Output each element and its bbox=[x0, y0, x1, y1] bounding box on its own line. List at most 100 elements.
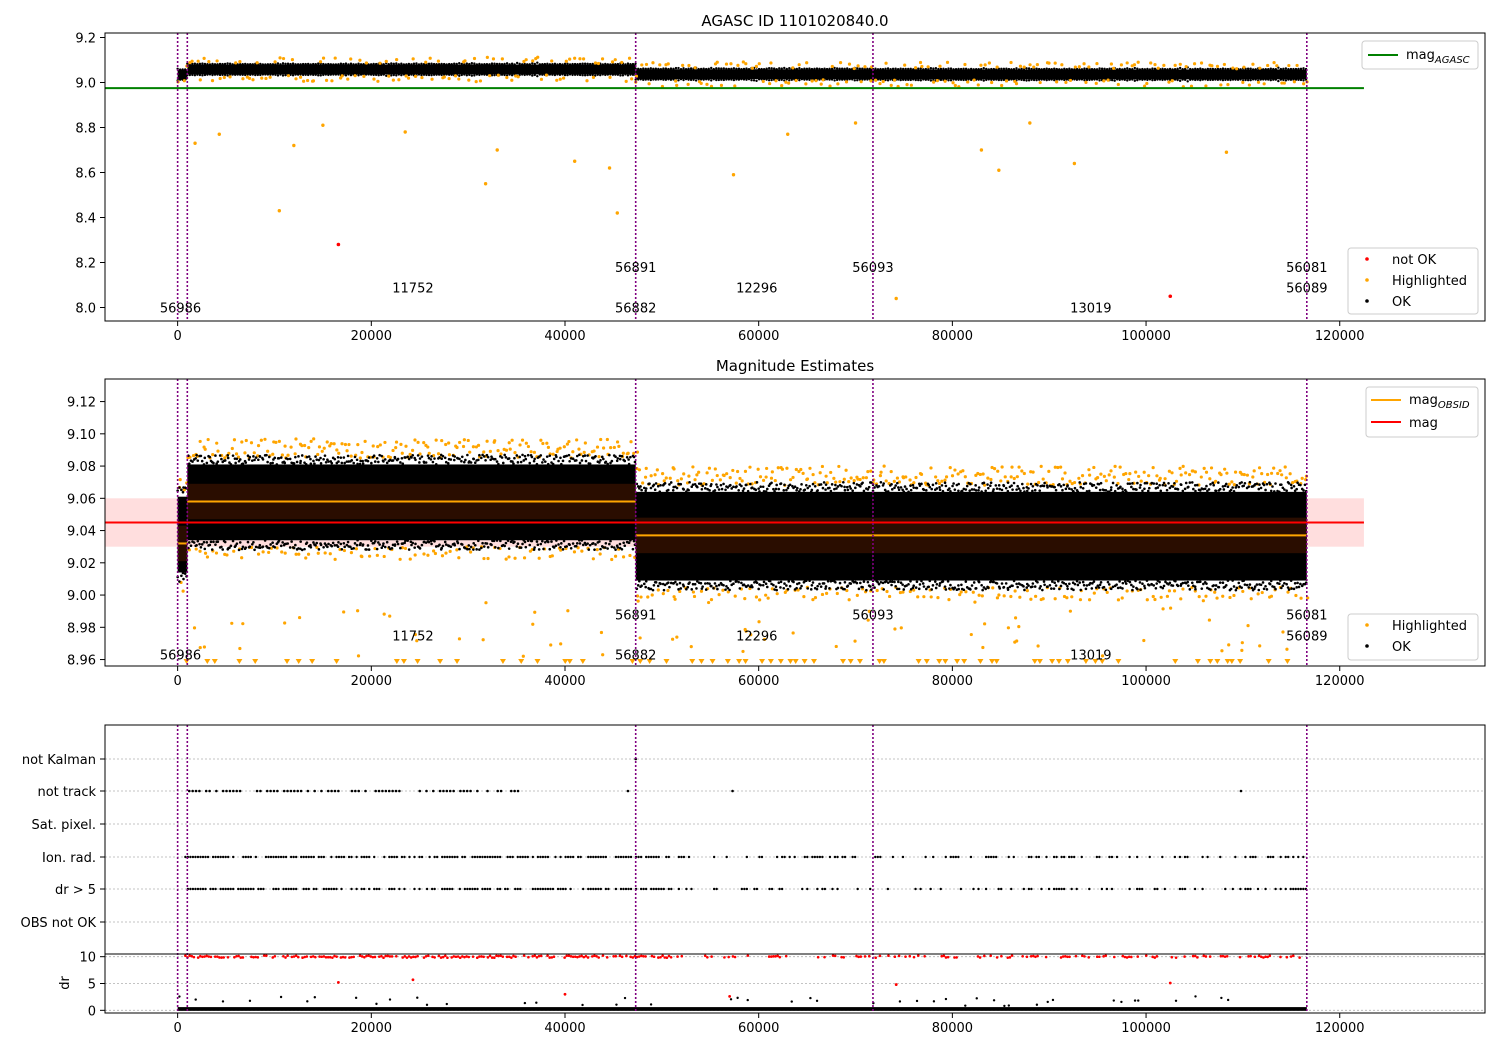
highlighted-point bbox=[315, 545, 319, 550]
flag-point bbox=[1279, 855, 1282, 859]
dr-high-point bbox=[286, 954, 289, 958]
ok-point bbox=[810, 584, 814, 587]
ok-point bbox=[610, 459, 614, 463]
flag-point bbox=[1163, 887, 1167, 891]
flag-point bbox=[1193, 887, 1197, 891]
highlighted-point bbox=[203, 551, 208, 555]
ok-point bbox=[258, 546, 262, 550]
highlighted-point bbox=[193, 141, 197, 145]
ok-point bbox=[530, 539, 534, 543]
ok-point bbox=[220, 545, 223, 549]
dr-high-point bbox=[831, 954, 835, 957]
highlighted-point bbox=[646, 595, 650, 599]
ok-point bbox=[334, 63, 338, 66]
ok-point bbox=[706, 487, 709, 491]
ok-point bbox=[792, 580, 795, 584]
highlighted-point bbox=[550, 554, 554, 558]
ok-point bbox=[358, 462, 362, 466]
flag-point bbox=[448, 887, 451, 891]
highlighted-point bbox=[207, 59, 211, 64]
ok-point bbox=[359, 73, 363, 76]
ok-point bbox=[533, 73, 536, 77]
highlighted-point bbox=[947, 598, 951, 602]
dr-high-point bbox=[728, 994, 732, 998]
ok-point bbox=[970, 488, 974, 491]
ok-point bbox=[319, 74, 322, 77]
ok-point bbox=[1217, 585, 1221, 589]
flag-point bbox=[226, 887, 230, 891]
ok-point bbox=[1000, 488, 1004, 492]
ok-point bbox=[644, 489, 647, 493]
flag-point bbox=[954, 855, 958, 859]
flag-point bbox=[488, 855, 492, 859]
ok-point bbox=[1296, 581, 1299, 585]
highlighted-point bbox=[944, 475, 949, 479]
highlighted-point bbox=[340, 74, 344, 78]
ok-point bbox=[497, 546, 500, 550]
highlighted-point bbox=[794, 78, 798, 83]
highlighted-point bbox=[1266, 63, 1270, 68]
flag-point bbox=[514, 887, 517, 891]
highlighted-point bbox=[520, 438, 525, 442]
flag-point bbox=[473, 887, 477, 891]
ok-point bbox=[342, 62, 345, 66]
ok-point bbox=[541, 461, 544, 464]
ok-point bbox=[1193, 585, 1197, 589]
ok-point bbox=[1005, 67, 1008, 70]
clipped-low-marker bbox=[880, 658, 887, 664]
ok-point bbox=[786, 587, 790, 591]
dr-high-point bbox=[563, 956, 566, 959]
ok-point bbox=[778, 67, 781, 70]
highlighted-point bbox=[1163, 477, 1167, 481]
ok-point bbox=[909, 78, 912, 82]
ok-point bbox=[390, 74, 393, 77]
clipped-low-marker bbox=[724, 658, 731, 664]
flag-point bbox=[619, 887, 623, 891]
flag-point bbox=[841, 855, 844, 859]
highlighted-point bbox=[202, 56, 206, 60]
ok-point bbox=[299, 73, 302, 76]
ok-point bbox=[211, 62, 214, 66]
highlighted-point bbox=[983, 63, 987, 67]
ok-points-band bbox=[187, 64, 636, 75]
ok-point bbox=[1143, 586, 1147, 590]
ok-point bbox=[492, 539, 496, 543]
ok-point bbox=[238, 73, 242, 76]
ok-point bbox=[315, 458, 319, 461]
highlighted-point bbox=[333, 557, 337, 561]
ok-point bbox=[634, 78, 637, 81]
highlighted-point bbox=[1112, 475, 1116, 479]
ok-point bbox=[1083, 79, 1086, 82]
dr-point bbox=[375, 1002, 378, 1006]
ok-point bbox=[433, 539, 436, 543]
ok-point bbox=[992, 78, 996, 81]
flag-point bbox=[194, 855, 197, 859]
flag-point bbox=[191, 855, 195, 859]
ok-point bbox=[465, 74, 469, 77]
dr-high-point bbox=[1289, 955, 1293, 958]
panel2-obsid-annotation: 13019 bbox=[1070, 649, 1111, 664]
ok-point bbox=[250, 459, 254, 462]
ok-point bbox=[1269, 67, 1272, 70]
ok-point bbox=[513, 540, 516, 544]
flag-point bbox=[1224, 887, 1227, 891]
ok-point bbox=[1239, 68, 1242, 71]
ok-point bbox=[1070, 488, 1073, 491]
highlighted-point bbox=[744, 629, 748, 633]
ok-point bbox=[485, 453, 489, 457]
highlighted-point bbox=[1167, 80, 1171, 84]
ok-point bbox=[624, 73, 627, 76]
highlighted-point bbox=[397, 78, 401, 82]
ok-point bbox=[609, 73, 612, 76]
ok-point bbox=[640, 584, 643, 588]
ok-point bbox=[357, 62, 360, 65]
ok-point bbox=[420, 543, 424, 547]
dr-high-point bbox=[955, 956, 958, 959]
ok-point bbox=[1126, 579, 1130, 582]
highlighted-point bbox=[268, 75, 272, 79]
highlighted-point bbox=[330, 79, 334, 83]
ok-point bbox=[834, 483, 837, 487]
ok-point bbox=[573, 73, 577, 77]
